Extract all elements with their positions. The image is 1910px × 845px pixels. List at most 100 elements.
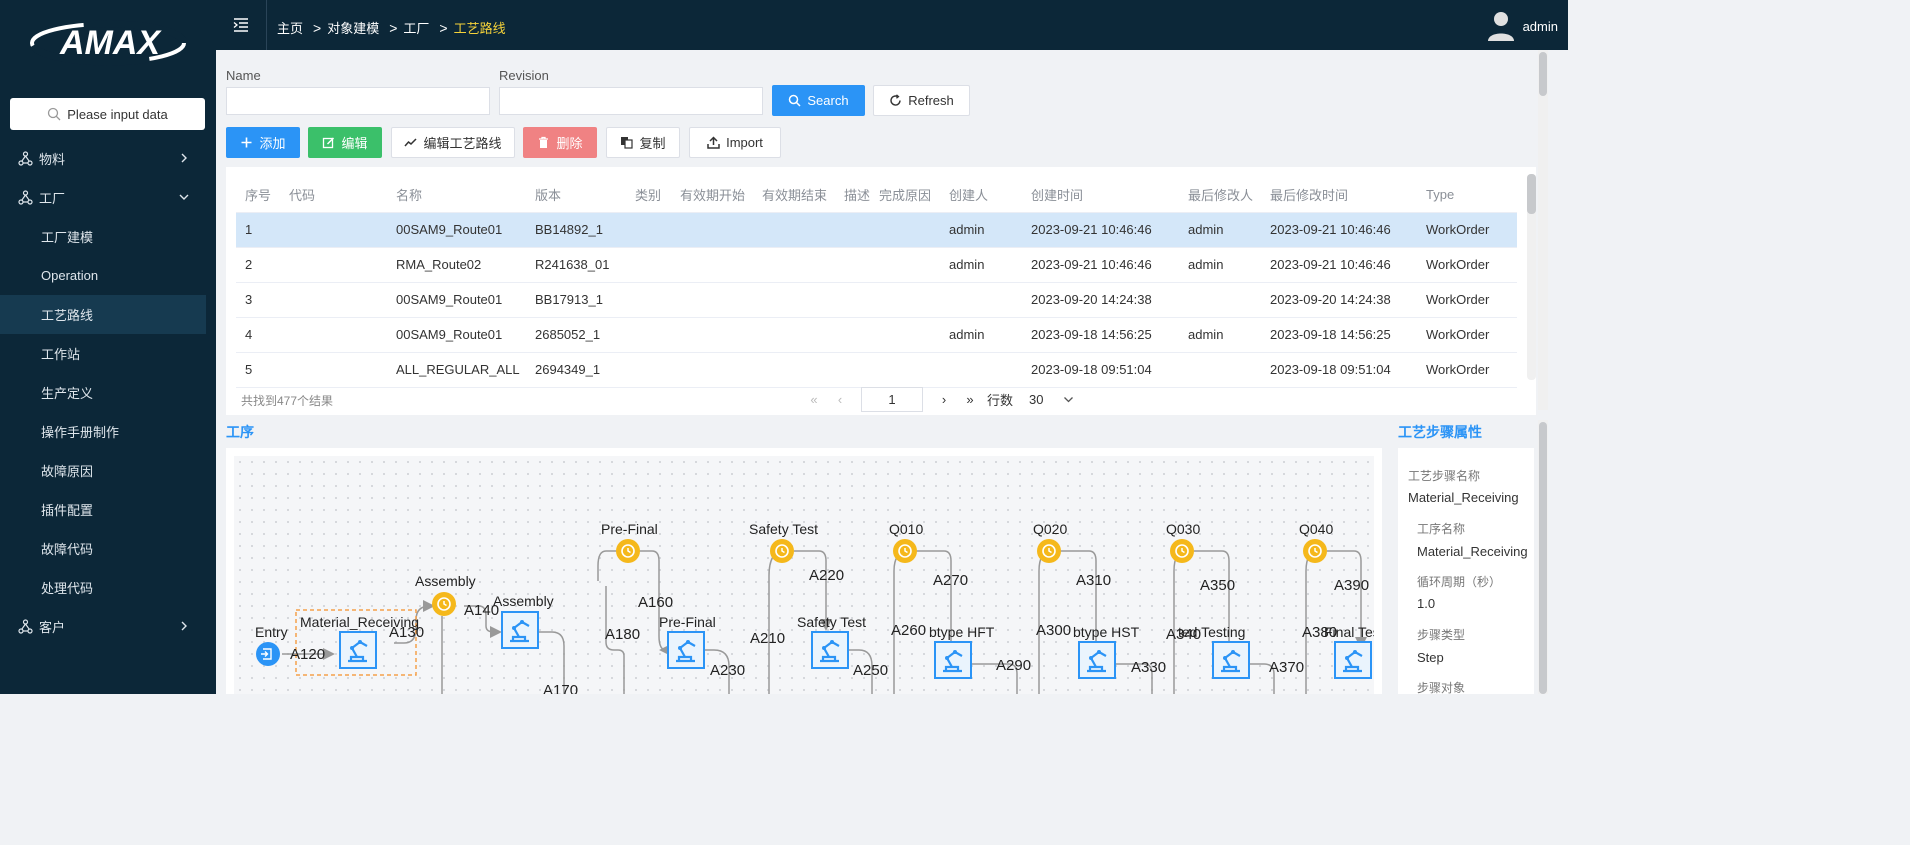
copy-button[interactable]: 复制 — [606, 127, 680, 158]
table-row[interactable]: 5 ALL_REGULAR_ALL 2694349_1 2023-09-18 09:5… — [236, 352, 1517, 388]
extended-testing-node-icon[interactable] — [1211, 640, 1251, 680]
q020-timer-icon[interactable] — [1036, 538, 1062, 564]
table-cell — [753, 352, 835, 388]
safety-test-timer-icon[interactable] — [769, 538, 795, 564]
flow-edge — [1173, 550, 1187, 694]
first-page-button[interactable]: « — [810, 392, 818, 407]
sidebar-item-manual-creation[interactable]: 操作手册制作 — [0, 412, 206, 451]
line-chart-icon — [404, 138, 418, 147]
edit-button[interactable]: 编辑 — [308, 127, 382, 158]
sidebar-item-handling-code[interactable]: 处理代码 — [0, 568, 206, 607]
prefinal-node-icon[interactable] — [666, 630, 706, 670]
final-test-node-icon[interactable] — [1333, 640, 1373, 680]
table-cell: WorkOrder — [1417, 212, 1517, 248]
breadcrumb-factory[interactable]: 工厂 — [403, 21, 430, 36]
rows-per-page-select[interactable]: 30 — [1029, 392, 1044, 407]
import-button[interactable]: Import — [689, 127, 781, 158]
chevron-down-icon[interactable] — [1063, 394, 1074, 405]
column-header[interactable]: 版本 — [526, 178, 626, 213]
sidebar-item-customer[interactable]: 客户 — [0, 607, 206, 646]
sidebar-item-plugin-config[interactable]: 插件配置 — [0, 490, 206, 529]
page-scrollbar-thumb[interactable] — [1539, 52, 1547, 96]
revision-input[interactable] — [499, 87, 763, 115]
q040-timer-icon[interactable] — [1302, 538, 1328, 564]
column-header[interactable]: 创建时间 — [1022, 178, 1180, 213]
next-page-button[interactable]: › — [941, 392, 947, 407]
column-header[interactable]: 序号 — [236, 178, 280, 213]
safety-test-node-icon[interactable] — [810, 630, 850, 670]
search-button[interactable]: Search — [772, 85, 865, 116]
column-header[interactable]: 完成原因 — [870, 178, 941, 213]
prefinal-timer-icon[interactable] — [615, 538, 641, 564]
table-scrollbar[interactable] — [1527, 174, 1536, 380]
properties-panel: 工艺步骤名称 Material_Receiving 工序名称 Material_… — [1398, 448, 1534, 694]
delete-button[interactable]: 删除 — [523, 127, 597, 158]
menu-toggle-icon[interactable] — [232, 16, 250, 34]
assembly-timer-icon[interactable] — [431, 591, 457, 617]
prev-page-button[interactable]: ‹ — [837, 392, 843, 407]
table-row[interactable]: 1 00SAM9_Route01 BB14892_1 admin 2023-09-21 … — [236, 212, 1517, 248]
table-cell — [753, 247, 835, 283]
page-number-input[interactable]: 1 — [861, 387, 923, 412]
htype-hst-node-icon[interactable] — [1077, 640, 1117, 680]
edge-label: A330 — [1131, 659, 1167, 676]
sidebar-item-production-definition[interactable]: 生产定义 — [0, 373, 206, 412]
copy-icon — [621, 137, 634, 149]
assembly-node-icon[interactable] — [500, 610, 540, 650]
column-header[interactable]: Type — [1417, 178, 1517, 213]
table-cell — [626, 317, 671, 353]
add-button[interactable]: 添加 — [226, 127, 300, 158]
sidebar-item-workstation[interactable]: 工作站 — [0, 334, 206, 373]
q030-timer-icon[interactable] — [1169, 538, 1195, 564]
column-header[interactable]: 名称 — [387, 178, 526, 213]
sidebar-item-label: 工厂 — [39, 191, 66, 206]
amax-logo-icon: AMAX — [28, 20, 188, 66]
table-cell — [671, 247, 753, 283]
column-header[interactable]: 类别 — [626, 178, 671, 213]
table-cell — [870, 317, 941, 353]
table-cell: WorkOrder — [1417, 247, 1517, 283]
column-header[interactable]: 代码 — [280, 178, 387, 213]
breadcrumb-home[interactable]: 主页 — [277, 21, 304, 36]
refresh-button[interactable]: Refresh — [873, 85, 970, 116]
sidebar-item-material[interactable]: 物料 — [0, 139, 206, 178]
table-cell: 5 — [236, 352, 280, 388]
name-input[interactable] — [226, 87, 490, 115]
table-cell: 00SAM9_Route01 — [387, 282, 526, 318]
column-header[interactable]: 最后修改人 — [1179, 178, 1262, 213]
column-header[interactable]: 创建人 — [940, 178, 1023, 213]
table-row[interactable]: 3 00SAM9_Route01 BB17913_1 2023-09-20 14:24… — [236, 282, 1517, 318]
sidebar-item-factory-modeling[interactable]: 工厂建模 — [0, 217, 206, 256]
edge-label: A340 — [1166, 626, 1202, 643]
column-header[interactable]: 最后修改时间 — [1261, 178, 1418, 213]
user-menu[interactable]: admin — [1487, 10, 1558, 42]
process-flow-canvas[interactable]: Entry Material_Receiving Assembly Assemb… — [234, 456, 1374, 694]
entry-node[interactable] — [256, 642, 280, 666]
table-row[interactable]: 2 RMA_Route02 R241638_01 admin 2023-09-21 10… — [236, 247, 1517, 283]
sidebar-item-process-route[interactable]: 工艺路线 — [0, 295, 206, 334]
sidebar-search-input[interactable]: Please input data — [10, 98, 205, 130]
material-receiving-node-icon[interactable] — [338, 630, 378, 670]
brand-logo[interactable]: AMAX — [0, 0, 216, 88]
logo-text: AMAX — [59, 24, 162, 62]
table-cell — [626, 212, 671, 248]
table-cell: 2 — [236, 247, 280, 283]
sidebar-item-fault-reason[interactable]: 故障原因 — [0, 451, 206, 490]
table-row[interactable]: 4 00SAM9_Route01 2685052_1 admin 2023-09-18 … — [236, 317, 1517, 353]
column-header[interactable]: 有效期结束 — [753, 178, 835, 213]
properties-scrollbar-thumb[interactable] — [1539, 422, 1547, 694]
sidebar-item-factory[interactable]: 工厂 — [0, 178, 206, 217]
q010-timer-icon[interactable] — [892, 538, 918, 564]
breadcrumb-object-modeling[interactable]: 对象建模 — [327, 21, 380, 36]
sidebar-item-operation[interactable]: Operation — [0, 256, 206, 295]
column-header[interactable]: 描述 — [835, 178, 871, 213]
htype-hft-node-icon[interactable] — [933, 640, 973, 680]
page-scrollbar[interactable] — [1538, 50, 1548, 410]
properties-scrollbar[interactable] — [1538, 420, 1548, 694]
edit-route-button[interactable]: 编辑工艺路线 — [391, 127, 515, 158]
last-page-button[interactable]: » — [966, 392, 974, 407]
sidebar-item-fault-code[interactable]: 故障代码 — [0, 529, 206, 568]
table-scrollbar-thumb[interactable] — [1527, 174, 1536, 214]
column-header[interactable]: 有效期开始 — [671, 178, 753, 213]
table-cell: R241638_01 — [526, 247, 626, 283]
